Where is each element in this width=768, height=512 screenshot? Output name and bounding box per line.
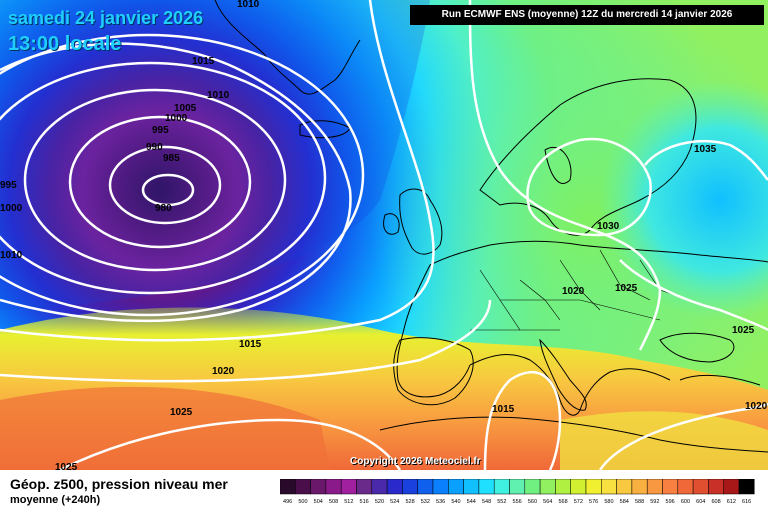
legend-swatch <box>524 479 541 495</box>
legend-tick-label: 608 <box>711 499 720 505</box>
legend-tick-label: 572 <box>574 499 583 505</box>
legend-tick-label: 596 <box>666 499 675 505</box>
legend-tick-label: 524 <box>390 499 399 505</box>
legend-tick-label: 600 <box>681 499 690 505</box>
map-subtitle: moyenne (+240h) <box>10 494 101 506</box>
legend-tick-label: 564 <box>543 499 552 505</box>
legend-swatch <box>432 479 449 495</box>
legend-tick-label: 496 <box>283 499 292 505</box>
isobar-label: 1025 <box>615 283 638 294</box>
isobar-label: 995 <box>0 180 17 191</box>
legend-swatch <box>601 479 617 495</box>
legend-tick-label: 540 <box>451 499 460 505</box>
isobar-label: 1005 <box>174 103 197 114</box>
color-legend: 496 500 504 508 512 516 520 524 528 532 536 540 544 5… <box>280 479 755 505</box>
legend-swatch <box>356 479 373 495</box>
forecast-date: samedi 24 janvier 2026 <box>8 8 204 28</box>
legend-tick-label: 512 <box>344 499 353 505</box>
isobars <box>0 0 768 470</box>
legend-swatch <box>539 479 556 495</box>
isobar-label: 1000 <box>0 203 23 214</box>
legend-tick-label: 556 <box>513 499 522 505</box>
isobar-label: 995 <box>152 125 169 136</box>
legend-swatch <box>738 479 755 495</box>
isobar-label: 980 <box>155 203 172 214</box>
legend-tick-label: 548 <box>482 499 491 505</box>
map-canvas: 1010 1015 1010 1005 1000 995 990 985 980… <box>0 0 768 470</box>
isobar-label: 1015 <box>239 339 262 350</box>
legend-tick-label: 504 <box>314 499 323 505</box>
legend-tick-label: 592 <box>650 499 659 505</box>
legend-swatch <box>692 479 709 495</box>
legend-tick-label: 560 <box>528 499 537 505</box>
legend-swatch <box>662 479 679 495</box>
legend-swatch <box>570 479 587 495</box>
legend-tick-label: 508 <box>329 499 338 505</box>
legend-tick-label: 604 <box>696 499 705 505</box>
legend-tick-label: 532 <box>421 499 430 505</box>
legend-swatch <box>386 479 403 495</box>
legend-tick-label: 576 <box>589 499 598 505</box>
isobar-label: 1020 <box>745 401 768 412</box>
isobar-label: 1010 <box>237 0 260 10</box>
legend-swatch <box>493 479 510 495</box>
legend-swatch <box>723 479 740 495</box>
legend-tick-label: 612 <box>727 499 736 505</box>
legend-swatch <box>371 479 388 495</box>
legend-swatch <box>325 479 342 495</box>
legend-swatch <box>631 479 648 495</box>
run-info: Run ECMWF ENS (moyenne) 12Z du mercredi … <box>410 5 764 25</box>
isobar-label: 1025 <box>170 407 193 418</box>
legend-swatch <box>310 479 327 495</box>
weather-map: 1010 1015 1010 1005 1000 995 990 985 980… <box>0 0 768 470</box>
isobar-labels: 1010 1015 1010 1005 1000 995 990 985 980… <box>0 0 768 470</box>
legend-tick-label: 552 <box>497 499 506 505</box>
legend-swatch <box>340 479 357 495</box>
legend-swatch <box>478 479 495 495</box>
legend-tick-label: 516 <box>360 499 369 505</box>
isobar-label: 1010 <box>0 250 23 261</box>
isobar-label: 1020 <box>562 286 585 297</box>
legend-swatch <box>280 479 296 495</box>
legend-tick-label: 580 <box>604 499 613 505</box>
map-title: Géop. z500, pression niveau mer <box>10 476 228 492</box>
legend-swatch <box>708 479 724 495</box>
legend-swatch <box>448 479 464 495</box>
copyright: Copyright 2026 Meteociel.fr <box>350 456 481 467</box>
legend-tick-label: 536 <box>436 499 445 505</box>
legend-tick-label: 568 <box>558 499 567 505</box>
isobar-label: 1025 <box>732 325 755 336</box>
isobar-label: 1000 <box>165 113 188 124</box>
footer-panel: Géop. z500, pression niveau mer moyenne … <box>0 470 768 512</box>
legend-swatch <box>417 479 434 495</box>
legend-tick-label: 500 <box>298 499 307 505</box>
isobar-label: 985 <box>163 153 180 164</box>
isobar-label: 1030 <box>597 221 620 232</box>
legend-tick-label: 616 <box>742 499 751 505</box>
legend-tick-label: 528 <box>405 499 414 505</box>
legend-swatch <box>677 479 694 495</box>
legend-swatch <box>646 479 663 495</box>
legend-tick-label: 584 <box>620 499 629 505</box>
isobar-label: 1015 <box>192 56 215 67</box>
isobar-label: 990 <box>146 142 163 153</box>
isobar-label: 1035 <box>694 144 717 155</box>
legend-swatch <box>402 479 418 495</box>
legend-swatch <box>585 479 602 495</box>
legend-tick-label: 544 <box>467 499 476 505</box>
legend-swatch <box>295 479 311 495</box>
isobar-label: 1015 <box>492 404 515 415</box>
legend-tick-label: 588 <box>635 499 644 505</box>
legend-swatch <box>555 479 571 495</box>
legend-swatch <box>509 479 526 495</box>
legend-swatch <box>616 479 633 495</box>
legend-swatch <box>463 479 480 495</box>
isobar-label: 1010 <box>207 90 230 101</box>
forecast-time: 13:00 locale <box>8 33 122 55</box>
isobar-label: 1020 <box>212 366 235 377</box>
isobar-label: 1025 <box>55 462 78 470</box>
legend-tick-label: 520 <box>375 499 384 505</box>
